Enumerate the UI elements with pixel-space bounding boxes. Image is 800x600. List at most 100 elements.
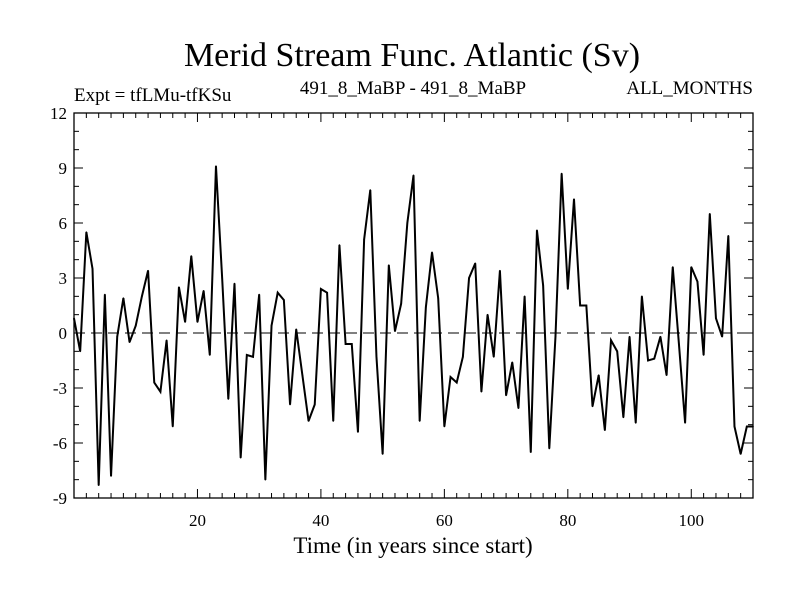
data-point	[357, 431, 359, 433]
data-point	[394, 330, 396, 332]
data-point	[381, 453, 384, 455]
data-point	[585, 304, 588, 307]
data-point	[165, 339, 168, 342]
chart-subtitle-months: ALL_MONTHS	[626, 78, 753, 99]
data-point	[634, 422, 637, 424]
data-point	[258, 293, 260, 296]
data-point	[536, 229, 538, 232]
data-point	[85, 231, 88, 233]
data-point	[542, 284, 544, 287]
data-point	[91, 268, 94, 270]
data-point	[567, 288, 569, 290]
data-point	[449, 376, 452, 378]
data-point	[523, 295, 526, 298]
data-point	[141, 295, 143, 298]
data-point	[579, 304, 581, 307]
data-point	[104, 293, 106, 296]
chart-subtitle-period: 491_8_MaBP - 491_8_MaBP	[300, 78, 526, 99]
data-point	[517, 407, 520, 409]
data-point	[622, 416, 625, 419]
data-point	[178, 286, 180, 288]
data-point	[690, 266, 693, 268]
data-point	[659, 335, 662, 338]
data-point	[511, 361, 514, 364]
data-point	[412, 174, 415, 177]
data-point	[746, 425, 748, 428]
data-point	[597, 374, 600, 376]
data-point	[153, 381, 156, 384]
data-point	[110, 475, 112, 477]
data-point	[696, 280, 699, 283]
data-point	[79, 350, 81, 353]
data-point	[301, 374, 304, 376]
data-point	[344, 343, 347, 345]
data-point	[486, 313, 489, 316]
data-point	[684, 422, 686, 424]
data-point	[492, 356, 495, 358]
data-point	[628, 335, 631, 338]
data-point	[215, 165, 217, 167]
data-point	[468, 277, 470, 279]
data-point	[400, 302, 402, 305]
data-point	[320, 288, 322, 290]
data-point	[270, 324, 273, 327]
tick-labels: -9 -6 -3 0 3 6 9 12 20 40 60 80 100	[50, 104, 704, 530]
x-tick-label: 20	[189, 511, 206, 530]
data-point	[363, 238, 365, 241]
data-point	[116, 335, 119, 338]
data-point	[196, 321, 199, 323]
data-point	[134, 324, 137, 327]
data-point	[647, 359, 649, 362]
axis-ticks	[74, 112, 753, 499]
data-point	[227, 398, 230, 400]
data-point	[653, 357, 656, 360]
data-point	[708, 213, 711, 215]
data-point	[733, 425, 736, 428]
data-point	[276, 291, 279, 294]
data-point	[573, 198, 575, 200]
data-point	[443, 425, 446, 428]
data-point	[437, 297, 439, 299]
data-point	[289, 403, 291, 406]
y-tick-label: 3	[59, 269, 68, 288]
data-point	[122, 297, 125, 299]
data-point	[338, 244, 341, 246]
data-point	[202, 290, 205, 292]
data-point	[375, 356, 378, 358]
data-point	[369, 189, 372, 191]
y-tick-label: 0	[59, 324, 68, 343]
data-point	[431, 251, 433, 254]
data-point	[548, 447, 551, 450]
y-tick-label: 12	[50, 104, 67, 123]
data-point	[727, 235, 730, 237]
data-point	[97, 484, 100, 486]
data-point	[425, 306, 427, 309]
data-point	[388, 264, 390, 266]
data-point	[554, 335, 557, 338]
data-point	[715, 317, 717, 320]
data-point	[462, 356, 464, 358]
series-line	[73, 166, 753, 486]
x-tick-label: 60	[436, 511, 453, 530]
data-point	[671, 266, 674, 268]
data-series-layer	[73, 165, 754, 486]
data-point	[499, 269, 501, 272]
chart-title: Merid Stream Func. Atlantic (Sv)	[184, 37, 640, 74]
data-point	[239, 456, 242, 459]
data-point	[147, 269, 149, 272]
data-point	[529, 451, 532, 453]
y-tick-label: -6	[53, 434, 67, 453]
data-point	[128, 341, 131, 343]
data-point	[641, 295, 643, 298]
data-point	[252, 356, 254, 358]
data-point	[505, 394, 507, 397]
x-tick-label: 80	[559, 511, 576, 530]
data-point	[610, 339, 612, 342]
data-point	[233, 282, 236, 285]
data-point	[406, 222, 409, 224]
x-axis-label: Time (in years since start)	[293, 533, 532, 558]
y-tick-label: -9	[53, 489, 67, 508]
data-point	[560, 172, 563, 175]
data-point	[591, 405, 594, 408]
